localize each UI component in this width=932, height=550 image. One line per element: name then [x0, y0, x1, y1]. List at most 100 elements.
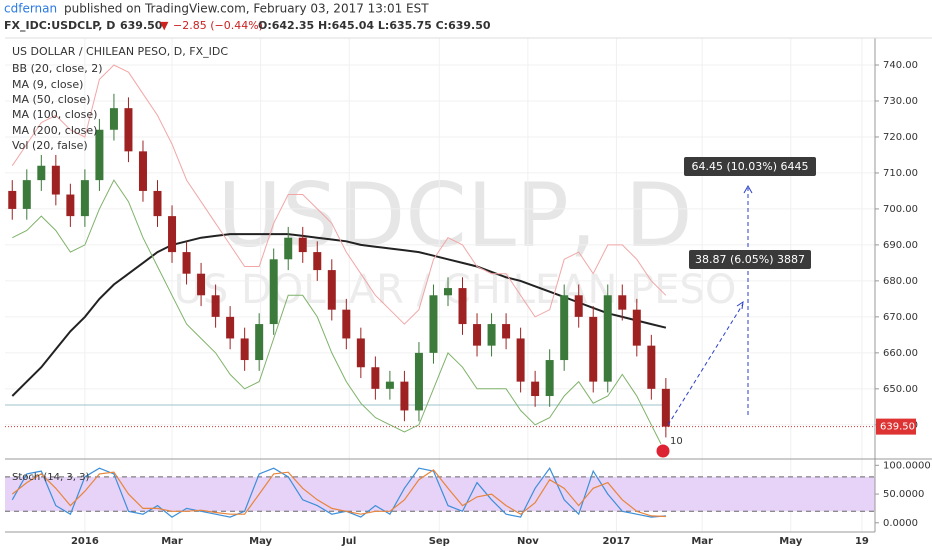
author: cdfernan	[4, 2, 57, 16]
stoch-tick-label: 0.0000	[883, 518, 918, 529]
candle-body	[356, 338, 365, 368]
y-tick-label: 710.00	[883, 168, 918, 179]
candle-body	[109, 108, 118, 130]
x-tick-label: Nov	[517, 536, 539, 547]
y-tick-label: 730.00	[883, 96, 918, 107]
candle-body	[197, 273, 206, 296]
candle-body	[240, 338, 249, 361]
candle-body	[153, 190, 162, 217]
x-tick-label: May	[779, 536, 802, 547]
candle-body	[284, 237, 293, 260]
stoch-tick-label: 100.0000	[883, 460, 931, 471]
candle-body	[327, 270, 336, 310]
watermark-text: USDCLP, D	[217, 164, 692, 267]
last-price-label: 639.50	[880, 422, 915, 433]
candle-body	[545, 360, 554, 397]
candle-body	[298, 237, 307, 253]
y-tick-label: 660.00	[883, 348, 918, 359]
x-tick-label: May	[249, 536, 272, 547]
candle-body	[414, 352, 423, 411]
direction: ▼	[160, 19, 169, 32]
indicator-line	[11, 233, 667, 397]
candle-body	[269, 259, 278, 325]
watermark-sub: US DOLLAR / CHILEAN PESO	[174, 267, 737, 313]
candle-body	[95, 129, 104, 181]
measure-label: 38.87 (6.05%) 3887	[695, 253, 805, 266]
legend-item: US DOLLAR / CHILEAN PESO, D, FX_IDC	[12, 45, 228, 58]
y-tick-label: 720.00	[883, 132, 918, 143]
candle-body	[516, 338, 525, 382]
measure-box	[684, 157, 816, 176]
price: 639.50	[120, 19, 163, 32]
event-label: 10	[670, 436, 683, 447]
candle-body	[342, 309, 351, 339]
arrow-head	[736, 300, 744, 310]
candle-body	[647, 345, 656, 389]
candle-body	[124, 108, 133, 152]
projection-arrow	[667, 303, 744, 426]
y-tick-label: 680.00	[883, 276, 918, 287]
change: −2.85 (−0.44%)	[173, 19, 263, 32]
candle-body	[458, 288, 467, 325]
symbol: FX_IDC:USDCLP, D	[4, 19, 115, 32]
candle-body	[632, 309, 641, 346]
candle-body	[400, 381, 409, 411]
legend: US DOLLAR / CHILEAN PESO, D, FX_IDC BB (…	[12, 45, 228, 152]
y-tick-label: 670.00	[883, 312, 918, 323]
legend-item: MA (100, close)	[12, 108, 97, 121]
candle-body	[211, 295, 220, 317]
ohlc: O:642.35 H:645.04 L:635.75 C:639.50	[258, 19, 491, 32]
candle-body	[138, 151, 147, 191]
candle-body	[661, 388, 670, 427]
watermark: USDCLP, D US DOLLAR / CHILEAN PESO	[174, 164, 737, 313]
measure-box	[689, 250, 811, 269]
stoch-band	[5, 476, 875, 512]
candle-body	[226, 316, 235, 339]
legend-item: MA (9, close)	[12, 78, 83, 91]
candle-body	[182, 252, 191, 274]
arrow-head	[743, 184, 753, 194]
candle-body	[487, 324, 496, 346]
x-tick-label: 2017	[603, 536, 631, 547]
candle-body	[51, 165, 60, 195]
indicator-line	[11, 64, 667, 325]
event-flag	[655, 443, 671, 459]
candle-body	[371, 367, 380, 389]
candle-body	[502, 324, 511, 339]
candle-body	[589, 316, 598, 382]
candle-body	[473, 324, 482, 346]
x-tick-label: Mar	[161, 536, 183, 547]
indicator-line	[12, 179, 667, 454]
x-tick-label: 2016	[71, 536, 99, 547]
stoch-label: Stoch (14, 3, 3)	[12, 472, 89, 483]
candle-body	[255, 324, 264, 361]
projection: 64.45 (10.03%) 6445 38.87 (6.05%) 3887	[667, 157, 816, 426]
y-tick-label: 690.00	[883, 240, 918, 251]
stoch-d	[11, 469, 666, 518]
y-tick-label: 700.00	[883, 204, 918, 215]
legend-item: MA (200, close)	[12, 124, 97, 137]
measure-label: 64.45 (10.03%) 6445	[691, 160, 808, 173]
candle-body	[429, 295, 438, 353]
candle-body	[66, 194, 75, 217]
candle-body	[37, 165, 46, 181]
candle-body	[80, 180, 89, 217]
candle-body	[313, 252, 322, 271]
last-price-box	[876, 418, 916, 435]
candle-body	[8, 190, 17, 209]
candle-body	[574, 295, 583, 317]
stoch-tick-label: 50.0000	[883, 489, 924, 500]
legend-item: Vol (20, false)	[12, 139, 88, 152]
x-tick-label: Sep	[429, 536, 450, 547]
candle-body	[168, 216, 177, 253]
legend-item: BB (20, close, 2)	[12, 62, 103, 75]
y-tick-label: 650.00	[883, 384, 918, 395]
candle-body	[603, 295, 612, 382]
candle-body	[22, 180, 31, 209]
x-tick-label: 19	[855, 536, 869, 547]
published: published on TradingView.com, February 0…	[64, 2, 429, 16]
legend-item: MA (50, close)	[12, 93, 90, 106]
candle-body	[443, 288, 452, 296]
candle-body	[560, 295, 569, 361]
